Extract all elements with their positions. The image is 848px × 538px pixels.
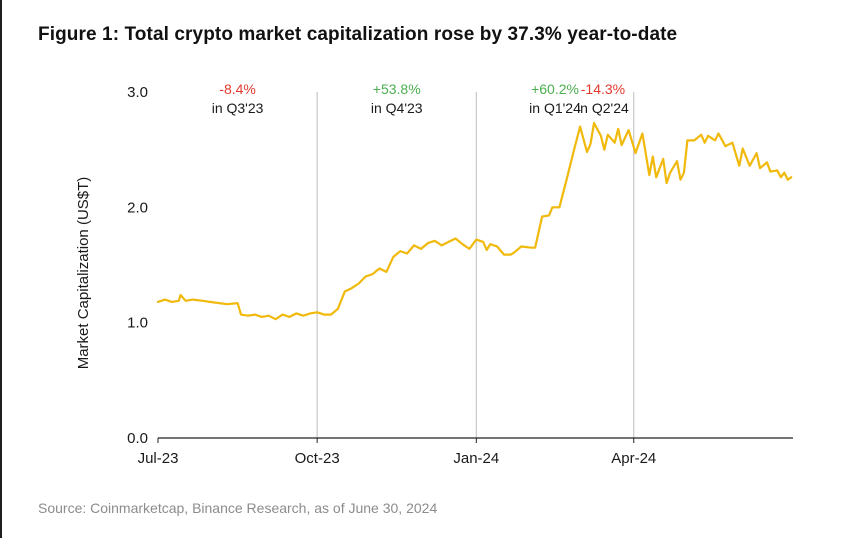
- series-layer: [156, 121, 793, 321]
- y-axis-label: Market Capitalization (US$T): [75, 177, 92, 370]
- y-tick-label: 0.0: [127, 430, 148, 447]
- left-frame-border: [0, 0, 2, 538]
- quarter-change-value: -8.4%: [219, 81, 256, 97]
- x-tick-label: Jul-23: [138, 450, 179, 467]
- x-axis-ticks: Jul-23 Oct-23 Jan-24 Apr-24: [138, 438, 656, 467]
- quarter-change-label: in Q4'23: [371, 100, 423, 116]
- source-note: Source: Coinmarketcap, Binance Research,…: [38, 500, 438, 516]
- market-cap-line: [156, 121, 793, 321]
- y-tick-label: 2.0: [127, 199, 148, 216]
- quarter-change-label: in Q1'24: [529, 100, 581, 116]
- quarter-annotations: -8.4% in Q3'23 +53.8% in Q4'23 +60.2% in Q1'2…: [212, 81, 629, 116]
- quarter-change-label: in Q3'23: [212, 100, 264, 116]
- quarter-change-label: in Q2'24: [577, 100, 629, 116]
- x-tick-label: Oct-23: [295, 450, 340, 467]
- y-tick-label: 3.0: [127, 84, 148, 101]
- figure-title: Figure 1: Total crypto market capitaliza…: [38, 24, 678, 45]
- quarter-change-value: +60.2%: [531, 81, 579, 97]
- quarter-change-value: -14.3%: [581, 81, 625, 97]
- y-axis-ticks: 0.0 1.0 2.0 3.0: [127, 84, 148, 447]
- quarter-dividers: [316, 92, 635, 438]
- x-tick-label: Jan-24: [453, 450, 499, 467]
- x-tick-label: Apr-24: [611, 450, 656, 467]
- quarter-change-value: +53.8%: [373, 81, 421, 97]
- y-tick-label: 1.0: [127, 315, 148, 332]
